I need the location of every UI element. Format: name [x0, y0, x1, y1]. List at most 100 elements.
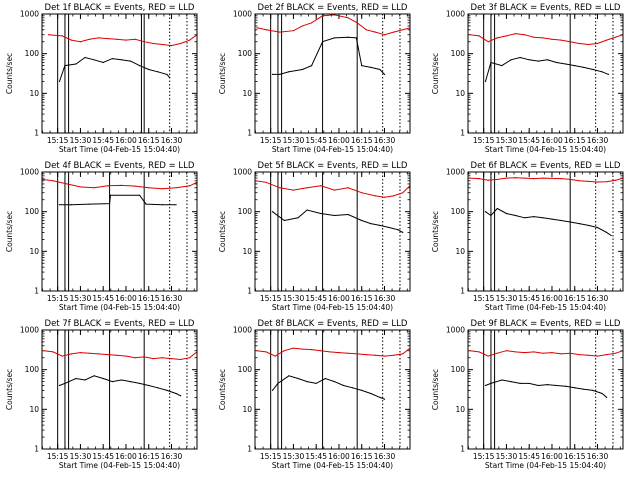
data-point [279, 73, 281, 76]
data-point [333, 214, 336, 217]
y-tick-label: 100 [451, 207, 466, 216]
data-point [551, 177, 553, 179]
data-point [79, 186, 82, 188]
chart-panel-9: Det 9f BLACK = Events, RED = LLD Counts/s… [431, 319, 624, 470]
data-point [356, 353, 358, 355]
data-point [107, 37, 109, 40]
data-point [139, 382, 141, 385]
data-point [514, 351, 517, 353]
data-point [560, 353, 562, 355]
data-point [606, 396, 608, 398]
plot-area [42, 172, 197, 291]
data-point [88, 203, 91, 205]
data-point [139, 194, 141, 196]
data-point [347, 352, 349, 354]
x-tick-label: 16:00 [328, 294, 350, 303]
data-point [370, 392, 372, 395]
data-point [606, 39, 608, 41]
data-point [180, 395, 182, 397]
x-tick-label: 15:15 [260, 136, 282, 145]
data-point [43, 350, 45, 352]
data-point [58, 204, 61, 206]
plot-area [255, 172, 410, 291]
data-point [75, 63, 77, 65]
x-axis-label: Start Time (04-Feb-15 15:04:40) [485, 461, 606, 470]
y-axis-label: Counts/sec [5, 211, 14, 252]
x-tick-label: 15:45 [305, 136, 327, 145]
x-tick-label: 16:00 [115, 452, 137, 461]
series-line-events [485, 207, 612, 236]
x-tick-label: 15:45 [92, 294, 114, 303]
data-point [587, 224, 589, 227]
data-point [496, 37, 498, 39]
data-point [361, 219, 363, 222]
data-point [469, 350, 471, 352]
data-point [393, 195, 395, 197]
data-point [79, 351, 82, 354]
data-point [352, 387, 354, 389]
data-point [306, 187, 308, 189]
x-axis-label: Start Time (04-Feb-15 15:04:40) [485, 303, 606, 312]
data-point [505, 35, 508, 37]
chart-title: Det 5f BLACK = Events, RED = LLD [258, 161, 408, 171]
data-point [274, 355, 276, 357]
data-point [175, 204, 177, 206]
y-axis-label: Counts/sec [431, 211, 440, 252]
y-tick-label: 1000 [20, 10, 39, 19]
data-point [265, 351, 267, 353]
data-point [256, 27, 258, 29]
data-point [490, 214, 492, 217]
chart-panel-4: Det 4f BLACK = Events, RED = LLD Counts/s… [5, 161, 198, 312]
data-point [383, 398, 386, 400]
data-point [496, 178, 498, 181]
data-point [505, 350, 508, 352]
data-point [361, 65, 363, 67]
data-point [596, 181, 599, 183]
data-point [265, 181, 267, 183]
data-point [514, 214, 517, 217]
series-line-events [59, 56, 171, 82]
data-point [546, 59, 549, 61]
chart-panel-2: Det 2f BLACK = Events, RED = LLD Counts/s… [218, 3, 411, 154]
data-point [606, 353, 608, 356]
x-tick-label: 15:15 [473, 136, 495, 145]
y-tick-label: 10 [29, 405, 39, 414]
data-point [514, 33, 517, 35]
plot-area [47, 14, 197, 133]
data-point [157, 387, 159, 389]
y-tick-label: 1 [247, 445, 252, 454]
chart-panel-3: Det 3f BLACK = Events, RED = LLD Counts/s… [431, 3, 624, 154]
data-point [607, 73, 610, 76]
data-point [592, 68, 594, 71]
data-point [189, 39, 191, 41]
data-point [542, 177, 544, 179]
data-point [342, 384, 345, 387]
data-point [271, 389, 274, 392]
x-tick-label: 16:30 [587, 136, 609, 145]
x-axis-label: Start Time (04-Feb-15 15:04:40) [272, 303, 393, 312]
data-point [487, 179, 489, 181]
data-point [347, 187, 349, 189]
data-point [145, 203, 147, 205]
y-tick-label: 1000 [233, 10, 252, 19]
data-point [189, 185, 191, 187]
data-point [271, 211, 274, 213]
data-point [533, 351, 535, 353]
y-tick-label: 1 [34, 129, 39, 138]
x-tick-label: 16:00 [541, 452, 563, 461]
data-point [84, 379, 86, 381]
data-point [170, 44, 173, 47]
plot-area [43, 330, 197, 449]
data-point [88, 352, 91, 354]
x-tick-label: 16:30 [587, 452, 609, 461]
plot-area [469, 14, 623, 133]
data-point [379, 68, 381, 71]
data-point [111, 381, 113, 383]
data-point [578, 353, 580, 356]
data-point [537, 384, 539, 387]
data-point [139, 65, 141, 67]
plot-frame [41, 13, 198, 134]
data-point [120, 59, 123, 61]
data-point [578, 180, 580, 182]
data-point [170, 358, 173, 360]
